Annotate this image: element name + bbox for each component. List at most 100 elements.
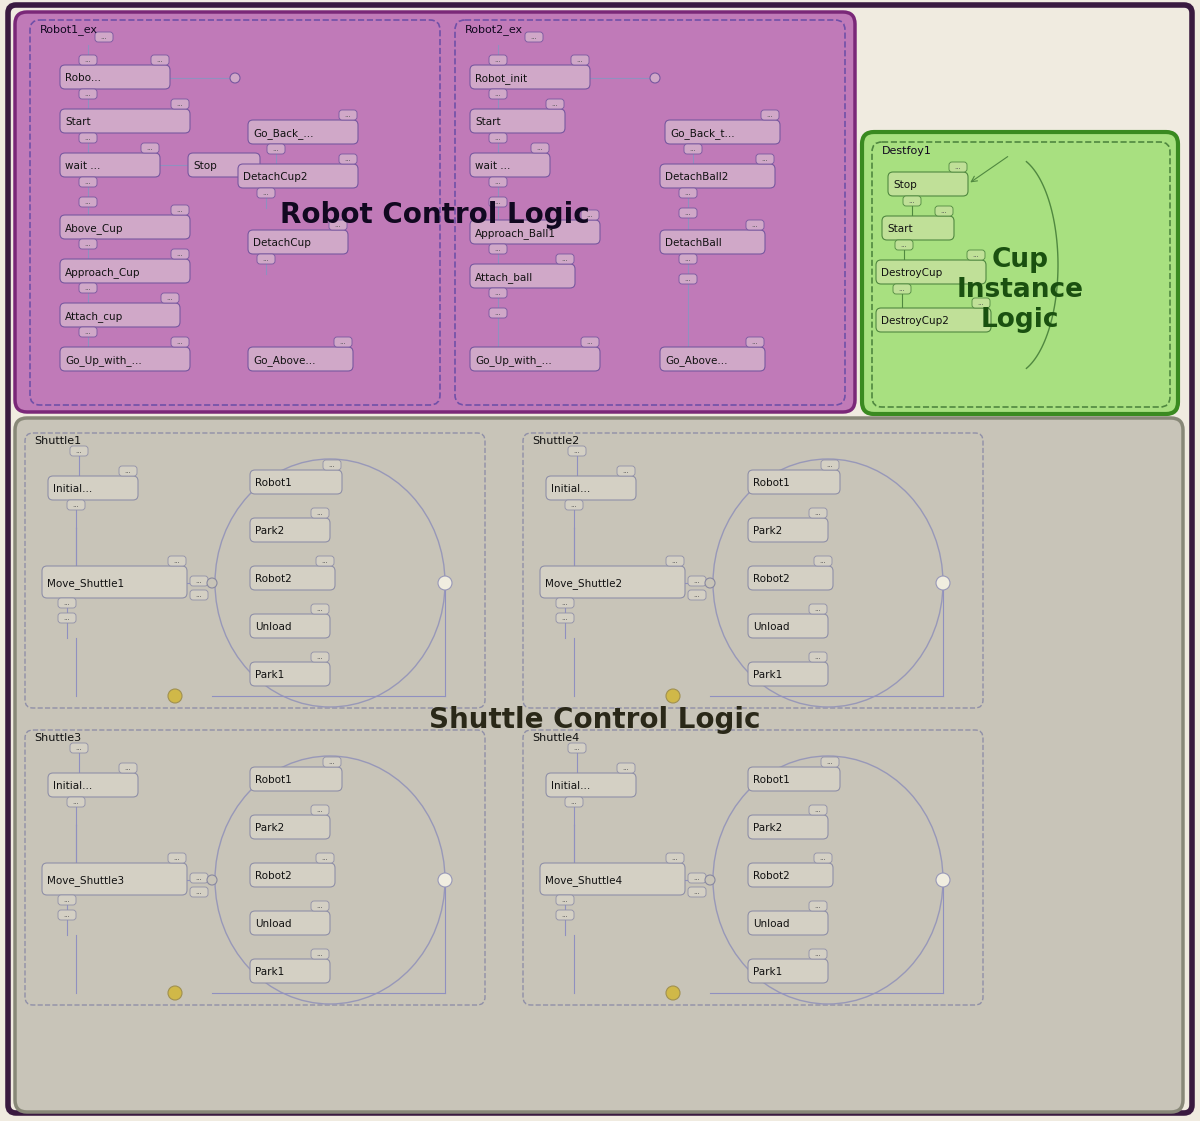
Text: ...: ... xyxy=(494,200,502,205)
FancyBboxPatch shape xyxy=(151,55,169,65)
Text: Park2: Park2 xyxy=(754,823,782,833)
Text: Initial...: Initial... xyxy=(53,484,92,494)
FancyBboxPatch shape xyxy=(172,205,190,215)
Text: ...: ... xyxy=(101,34,107,40)
Text: Approach_Cup: Approach_Cup xyxy=(65,267,140,278)
Text: ...: ... xyxy=(815,606,821,612)
Text: ...: ... xyxy=(317,904,323,909)
FancyBboxPatch shape xyxy=(666,556,684,566)
FancyBboxPatch shape xyxy=(490,197,508,207)
Text: Attach_ball: Attach_ball xyxy=(475,271,533,282)
Text: ...: ... xyxy=(85,179,91,185)
FancyBboxPatch shape xyxy=(665,120,780,143)
FancyBboxPatch shape xyxy=(876,260,986,284)
FancyBboxPatch shape xyxy=(748,815,828,839)
FancyBboxPatch shape xyxy=(821,757,839,767)
FancyBboxPatch shape xyxy=(748,614,828,638)
Text: ...: ... xyxy=(694,889,701,895)
Text: Above_Cup: Above_Cup xyxy=(65,223,124,233)
Text: ...: ... xyxy=(820,855,827,861)
Text: ...: ... xyxy=(196,876,203,881)
Circle shape xyxy=(230,73,240,83)
Text: ...: ... xyxy=(494,311,502,316)
Text: Shuttle Control Logic: Shuttle Control Logic xyxy=(430,706,761,734)
Text: ...: ... xyxy=(125,467,131,474)
FancyBboxPatch shape xyxy=(67,500,85,510)
FancyBboxPatch shape xyxy=(257,254,275,265)
FancyBboxPatch shape xyxy=(248,230,348,254)
FancyBboxPatch shape xyxy=(556,895,574,905)
FancyBboxPatch shape xyxy=(60,65,170,89)
FancyBboxPatch shape xyxy=(340,154,358,164)
FancyBboxPatch shape xyxy=(895,240,913,250)
Circle shape xyxy=(208,876,217,884)
FancyBboxPatch shape xyxy=(571,55,589,65)
FancyBboxPatch shape xyxy=(58,895,76,905)
FancyBboxPatch shape xyxy=(329,220,347,230)
FancyBboxPatch shape xyxy=(79,282,97,293)
FancyBboxPatch shape xyxy=(967,250,985,260)
Text: Robot1: Robot1 xyxy=(256,776,292,785)
FancyBboxPatch shape xyxy=(617,763,635,773)
Text: Robot2: Robot2 xyxy=(754,574,790,584)
FancyBboxPatch shape xyxy=(470,220,600,244)
FancyBboxPatch shape xyxy=(172,249,190,259)
Text: ...: ... xyxy=(685,256,691,262)
Text: ...: ... xyxy=(125,765,131,771)
Text: ...: ... xyxy=(762,156,768,163)
Text: ...: ... xyxy=(751,222,758,228)
FancyBboxPatch shape xyxy=(311,949,329,958)
FancyBboxPatch shape xyxy=(250,958,330,983)
FancyBboxPatch shape xyxy=(257,188,275,198)
FancyBboxPatch shape xyxy=(748,958,828,983)
Text: ...: ... xyxy=(64,912,71,918)
Text: ...: ... xyxy=(64,615,71,621)
Text: ...: ... xyxy=(176,101,184,106)
Text: ...: ... xyxy=(973,252,979,258)
FancyBboxPatch shape xyxy=(60,303,180,327)
FancyBboxPatch shape xyxy=(250,815,330,839)
FancyBboxPatch shape xyxy=(60,215,190,239)
FancyBboxPatch shape xyxy=(679,209,697,217)
Text: Stop: Stop xyxy=(893,180,917,191)
Text: Unload: Unload xyxy=(256,622,292,632)
Text: Robot2: Robot2 xyxy=(754,871,790,881)
Text: Go_Back_...: Go_Back_... xyxy=(253,128,313,139)
Text: Park1: Park1 xyxy=(256,967,284,978)
Text: DetachCup: DetachCup xyxy=(253,238,311,248)
Text: Initial...: Initial... xyxy=(551,781,590,791)
FancyBboxPatch shape xyxy=(340,110,358,120)
Text: ...: ... xyxy=(672,855,678,861)
FancyBboxPatch shape xyxy=(311,652,329,663)
FancyBboxPatch shape xyxy=(334,337,352,348)
FancyBboxPatch shape xyxy=(67,797,85,807)
Text: DetachBall2: DetachBall2 xyxy=(665,173,728,183)
Text: ...: ... xyxy=(85,91,91,98)
Text: ...: ... xyxy=(317,951,323,957)
Text: ...: ... xyxy=(815,951,821,957)
FancyBboxPatch shape xyxy=(311,805,329,815)
Text: ...: ... xyxy=(317,654,323,660)
Text: Unload: Unload xyxy=(754,622,790,632)
FancyBboxPatch shape xyxy=(748,518,828,541)
FancyBboxPatch shape xyxy=(60,259,190,282)
FancyBboxPatch shape xyxy=(172,337,190,348)
FancyBboxPatch shape xyxy=(756,154,774,164)
Text: ...: ... xyxy=(196,889,203,895)
FancyBboxPatch shape xyxy=(316,853,334,863)
Text: ...: ... xyxy=(672,558,678,564)
FancyBboxPatch shape xyxy=(316,556,334,566)
FancyBboxPatch shape xyxy=(809,805,827,815)
FancyBboxPatch shape xyxy=(568,446,586,456)
FancyBboxPatch shape xyxy=(79,55,97,65)
FancyBboxPatch shape xyxy=(688,576,706,586)
Text: DetachBall: DetachBall xyxy=(665,238,721,248)
Text: ...: ... xyxy=(815,904,821,909)
FancyBboxPatch shape xyxy=(161,293,179,303)
FancyBboxPatch shape xyxy=(190,590,208,600)
FancyBboxPatch shape xyxy=(470,65,590,89)
FancyBboxPatch shape xyxy=(490,133,508,143)
Text: ...: ... xyxy=(908,198,916,204)
FancyBboxPatch shape xyxy=(540,863,685,895)
Text: ...: ... xyxy=(820,558,827,564)
